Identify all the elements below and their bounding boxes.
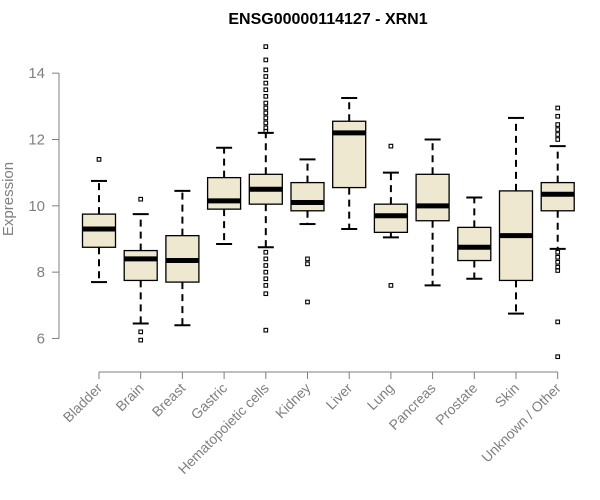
outlier-point: [263, 120, 269, 126]
outlier-point: [263, 94, 269, 99]
y-tick-label: 10: [28, 198, 45, 215]
outlier-point: [263, 283, 269, 288]
box-group: [498, 116, 534, 315]
outlier-point: [555, 268, 561, 273]
outlier-point: [263, 87, 269, 93]
x-tick-label: Kidney: [272, 380, 314, 422]
outlier-point: [555, 259, 561, 265]
box-group: [206, 146, 242, 245]
outlier-point: [263, 105, 269, 111]
outlier-point: [555, 127, 561, 132]
outlier-point: [388, 283, 394, 288]
boxes: [81, 44, 575, 360]
box-group: [540, 105, 575, 360]
outlier-point: [263, 110, 269, 116]
outlier-point: [263, 100, 269, 106]
outlier-point: [263, 276, 269, 282]
outlier-point: [263, 249, 269, 255]
x-tick-label: Skin: [492, 380, 523, 411]
iqr-box: [290, 181, 325, 212]
outlier-point: [138, 329, 144, 335]
x-tick-label: Lung: [364, 380, 397, 413]
outlier-point: [305, 299, 310, 305]
outlier-point: [305, 261, 310, 267]
box-group: [457, 196, 492, 280]
box-group: [81, 157, 117, 284]
iqr-box: [123, 249, 158, 282]
outlier-point: [263, 44, 269, 49]
iqr-box: [206, 176, 242, 210]
iqr-box: [457, 226, 492, 262]
x-tick-label: Breast: [149, 380, 189, 420]
box-group: [248, 44, 283, 333]
outlier-point: [263, 74, 269, 79]
outlier-point: [555, 354, 561, 360]
outlier-point: [555, 249, 561, 255]
outlier-point: [138, 196, 144, 202]
iqr-box: [415, 173, 450, 222]
y-tick-label: 14: [28, 65, 45, 82]
y-tick-label: 8: [37, 264, 45, 281]
box-group: [165, 189, 200, 327]
outlier-point: [263, 67, 269, 73]
box-group: [415, 138, 450, 287]
x-tick-label: Unknown / Other: [478, 380, 564, 466]
outlier-point: [263, 269, 269, 275]
outlier-point: [138, 337, 144, 343]
outlier-point: [263, 263, 269, 268]
outlier-point: [555, 105, 561, 111]
outlier-point: [263, 128, 269, 134]
outlier-point: [555, 319, 561, 325]
outlier-point: [388, 143, 394, 149]
y-tick-label: 6: [37, 330, 45, 347]
outlier-point: [305, 256, 310, 262]
outlier-point: [555, 137, 561, 142]
outlier-point: [263, 57, 269, 63]
outlier-point: [555, 122, 561, 127]
y-axis-label: Expression: [0, 162, 17, 236]
outlier-point: [555, 254, 561, 260]
outlier-point: [263, 291, 269, 297]
box-group: [123, 196, 158, 343]
outlier-point: [263, 115, 269, 121]
y-tick-label: 12: [28, 131, 45, 148]
x-tick-label: Liver: [323, 380, 356, 413]
outlier-point: [96, 157, 102, 162]
x-tick-label: Prostate: [432, 380, 480, 428]
outlier-point: [555, 113, 561, 119]
x-tick-label: Brain: [112, 380, 146, 414]
box-group: [332, 97, 367, 231]
chart-title: ENSG00000114127 - XRN1: [228, 11, 427, 28]
outlier-point: [263, 256, 269, 262]
x-tick-label: Bladder: [60, 380, 106, 426]
box-group: [373, 143, 409, 288]
outlier-point: [263, 80, 269, 86]
outlier-point: [263, 327, 269, 333]
box-group: [290, 158, 325, 305]
outlier-point: [555, 132, 561, 137]
